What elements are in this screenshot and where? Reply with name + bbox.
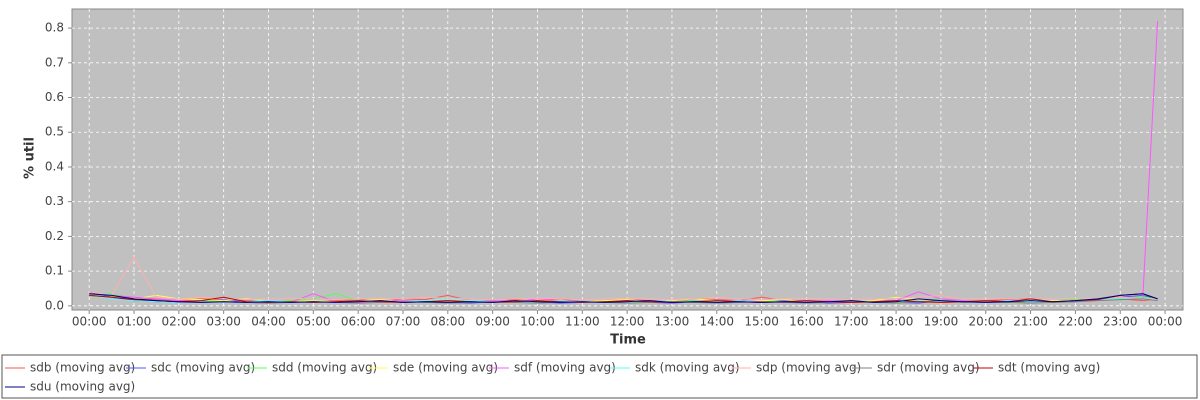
x-tick-label: 20:00 [968,315,1003,329]
x-tick-label: 13:00 [655,315,690,329]
legend-label: sdf (moving avg) [514,361,616,375]
x-tick-label: 14:00 [699,315,734,329]
x-axis-title: Time [610,333,646,348]
legend-label: sdr (moving avg) [877,361,980,375]
x-tick-label: 03:00 [206,315,241,329]
x-tick-label: 19:00 [924,315,959,329]
y-tick-label: 0.0 [45,298,64,312]
x-tick-label: 07:00 [386,315,421,329]
x-tick-label: 09:00 [475,315,510,329]
x-tick-label: 16:00 [789,315,824,329]
x-tick-label: 17:00 [834,315,869,329]
y-tick-label: 0.6 [45,90,64,104]
x-tick-label: 10:00 [520,315,555,329]
y-tick-label: 0.2 [45,229,64,243]
legend-label: sdp (moving avg) [756,361,861,375]
series-line [89,256,1158,301]
x-tick-label: 02:00 [162,315,197,329]
legend-label: sde (moving avg) [393,361,498,375]
legend-label: sdt (moving avg) [998,361,1100,375]
y-tick-label: 0.8 [45,21,64,35]
y-tick-label: 0.7 [45,55,64,69]
x-tick-label: 04:00 [251,315,286,329]
x-tick-label: 00:00 [1148,315,1183,329]
legend-label: sdb (moving avg) [30,361,135,375]
y-tick-label: 0.1 [45,264,64,278]
x-tick-label: 12:00 [610,315,645,329]
series-line [89,293,1158,303]
y-tick-label: 0.4 [45,159,64,173]
legend-label: sdu (moving avg) [30,380,135,394]
x-tick-label: 23:00 [1103,315,1138,329]
y-tick-label: 0.3 [45,194,64,208]
legend-box [1,354,1198,399]
x-tick-label: 01:00 [117,315,152,329]
x-tick-label: 00:00 [72,315,107,329]
legend-label: sdc (moving avg) [151,361,255,375]
x-tick-label: 05:00 [296,315,331,329]
y-tick-label: 0.5 [45,125,64,139]
x-tick-label: 06:00 [341,315,376,329]
y-axis-title: % util [23,137,38,179]
x-tick-label: 15:00 [744,315,779,329]
x-tick-label: 22:00 [1058,315,1093,329]
legend-label: sdd (moving avg) [272,361,377,375]
legend-label: sdk (moving avg) [635,361,740,375]
x-tick-label: 21:00 [1013,315,1048,329]
x-tick-label: 18:00 [879,315,914,329]
x-tick-label: 08:00 [431,315,466,329]
series-line [89,293,1158,303]
x-tick-label: 11:00 [565,315,600,329]
series-line [89,294,1158,304]
